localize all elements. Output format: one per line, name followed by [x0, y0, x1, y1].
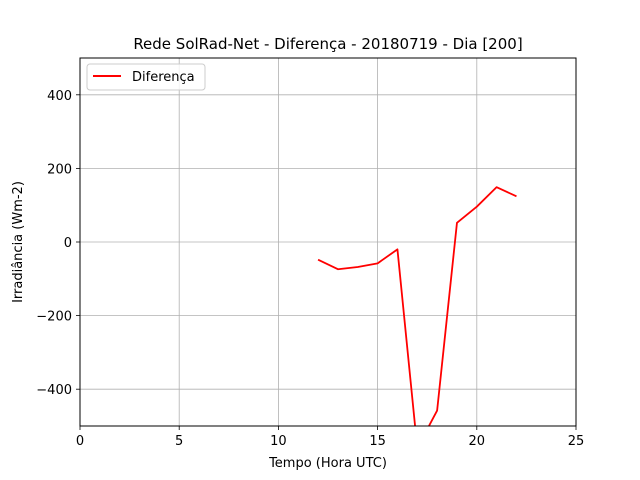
y-tick-label: 400 [47, 89, 72, 104]
axis-ticks: 0 5 10 15 20 25 −400 −200 0 200 400 [36, 89, 584, 449]
x-tick-label: 10 [270, 434, 287, 449]
x-tick-label: 5 [175, 434, 183, 449]
y-tick-label: −200 [36, 310, 72, 325]
chart-title: Rede SolRad-Net - Diferença - 20180719 -… [133, 35, 522, 53]
series-layer [317, 186, 517, 426]
y-axis-title: Irradiância (Wm-2) [11, 181, 26, 303]
y-tick-label: −400 [36, 383, 72, 398]
x-axis-title: Tempo (Hora UTC) [268, 456, 387, 471]
x-tick-label: 20 [469, 434, 486, 449]
legend-label: Diferença [132, 70, 195, 85]
legend: Diferença [86, 63, 206, 91]
y-tick-label: 0 [64, 236, 72, 251]
grid-lines [79, 58, 577, 426]
x-tick-label: 15 [369, 434, 386, 449]
legend-box [86, 63, 206, 91]
series-line-diferenca [317, 186, 517, 426]
y-tick-label: 200 [47, 162, 72, 177]
x-tick-label: 25 [568, 434, 585, 449]
x-tick-label: 0 [76, 434, 84, 449]
